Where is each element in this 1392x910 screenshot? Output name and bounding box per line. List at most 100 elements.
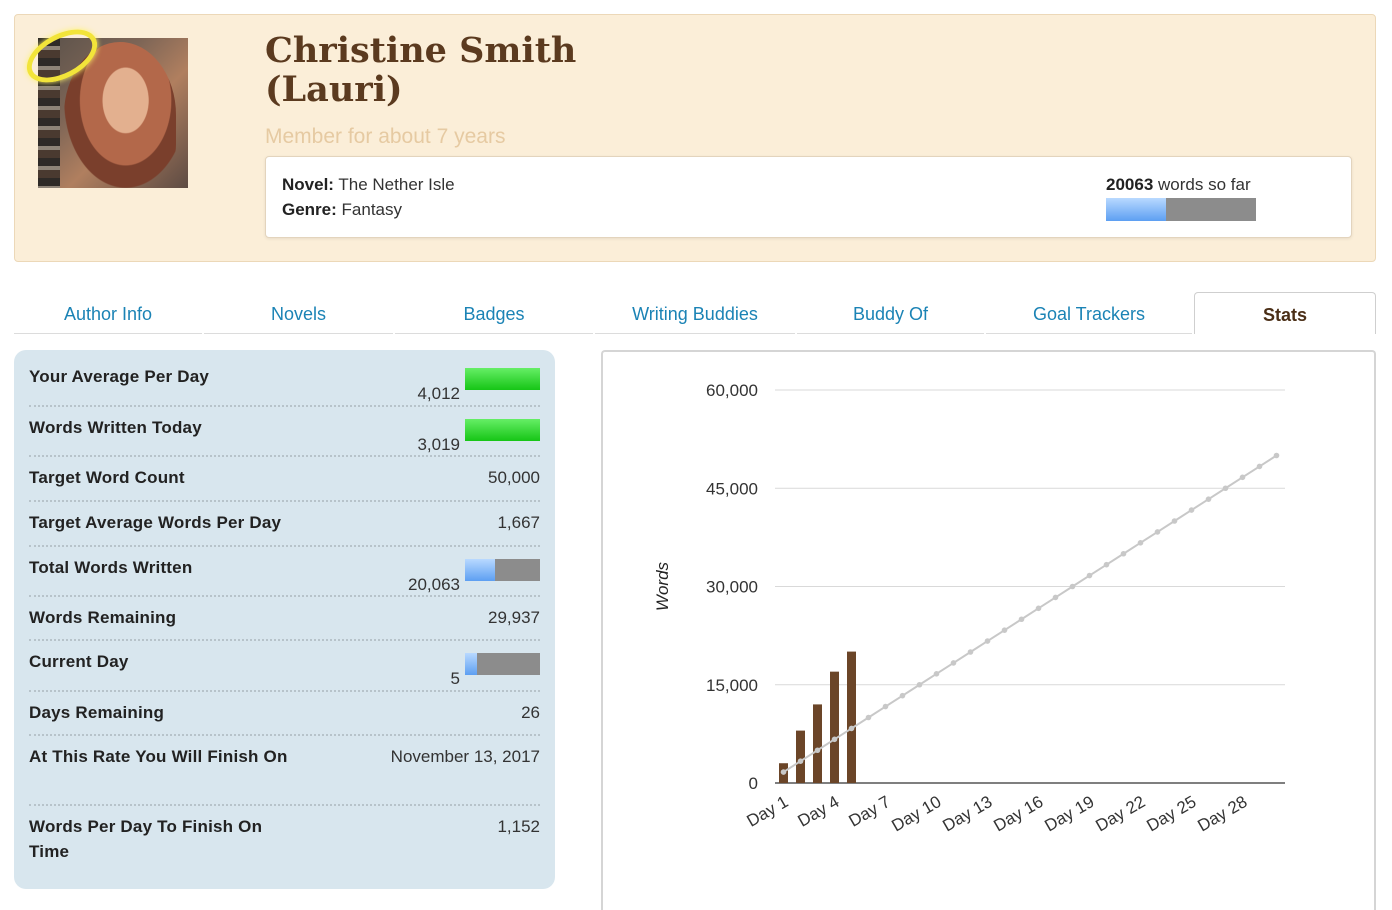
avatar [18,18,188,188]
y-tick-label: 30,000 [706,578,758,597]
words-so-far-label: words so far [1158,175,1251,194]
profile-name: Christine Smith (Lauri) [265,31,685,109]
y-axis-label: Words [653,561,672,611]
word-count-bar [830,671,839,783]
stat-value: 4,012 [417,384,460,403]
stat-progress-bar [465,653,540,675]
tab-author-info[interactable]: Author Info [14,292,202,334]
target-point [1188,507,1195,513]
target-point [1001,627,1008,633]
y-tick-label: 0 [749,774,758,793]
stat-value: 5 [450,669,460,688]
word-count: 20063 [1106,175,1154,194]
target-point [780,769,787,775]
target-point [1120,550,1127,557]
stat-row-at-this-rate-you-will-finish-on: At This Rate You Will Finish On November … [29,744,540,806]
word-count-chart: 60,000 45,000 30,000 15,000 0 Words Day 1 Day 4… [601,350,1376,910]
words-so-far: 20063 words so far [1106,175,1251,195]
tab-stats[interactable]: Stats [1194,292,1376,334]
stat-progress-fill [465,653,477,675]
stat-row-target-average-words-per-day: Target Average Words Per Day 1,667 [29,510,540,547]
x-tick-label: Day 25 [1143,792,1199,835]
target-point [950,660,957,666]
novel-line: Novel: The Nether Isle [282,175,455,195]
x-tick-label: Day 13 [939,792,995,835]
stat-value: 1,152 [497,817,540,836]
target-point [1103,561,1110,568]
stat-progress-bar [465,368,540,390]
stat-value: 26 [521,703,540,722]
target-point [1154,529,1161,535]
target-point [1256,463,1263,470]
stat-label: Total Words Written [29,558,193,577]
genre-line: Genre: Fantasy [282,200,402,220]
profile-name-nickname: (Lauri) [265,69,403,110]
tab-writing-buddies[interactable]: Writing Buddies [595,292,795,334]
x-tick-label: Day 19 [1041,792,1097,835]
novel-title: The Nether Isle [338,175,455,194]
target-point [1205,496,1212,502]
y-tick-label: 15,000 [706,676,758,695]
target-line [782,454,1278,773]
tab-badges[interactable]: Badges [395,292,593,334]
stat-progress-fill [465,368,540,390]
stat-label: Words Per Day To Finish On Time [29,817,263,861]
stat-row-days-remaining: Days Remaining 26 [29,700,540,736]
stat-label: Words Remaining [29,608,177,627]
stat-label: Target Word Count [29,468,185,487]
stat-progress-bar [465,559,540,581]
target-point [1239,474,1246,481]
stat-value: 3,019 [417,435,460,454]
profile-tabs: Author Info Novels Badges Writing Buddies Bu… [14,292,1376,334]
avatar-bookshelf [38,38,60,188]
stat-row-words-remaining: Words Remaining 29,937 [29,605,540,641]
profile-header: Christine Smith (Lauri) Member for about … [14,14,1376,262]
target-point [1137,540,1144,546]
word-count-bar [796,730,805,783]
y-tick-label: 45,000 [706,479,758,498]
target-point [814,747,821,754]
target-point [882,703,889,710]
novel-progress-bar [1106,198,1256,221]
x-tick-label: Day 28 [1194,792,1250,835]
target-point [1018,616,1025,623]
tab-goal-trackers[interactable]: Goal Trackers [986,292,1192,334]
stat-label: At This Rate You Will Finish On [29,747,288,766]
genre-value: Fantasy [341,200,403,219]
target-point [967,649,974,655]
stats-panel: Your Average Per Day 4,012 Words Written T… [14,350,555,889]
word-count-bar [813,704,822,783]
stat-row-current-day: Current Day 5 [29,649,540,692]
x-tick-label: Day 10 [888,792,944,835]
stat-value: 50,000 [488,468,540,487]
target-point [1086,572,1093,579]
novel-label: Novel: [282,175,334,194]
target-point [831,736,838,743]
stat-progress-bar [465,419,540,441]
stat-row-total-words-written: Total Words Written 20,063 [29,555,540,597]
avatar-face [64,42,176,188]
stat-label: Current Day [29,652,129,671]
x-tick-label: Day 16 [990,792,1046,835]
profile-name-main: Christine Smith [265,30,577,71]
stat-progress-fill [465,559,495,581]
target-point [1222,485,1229,492]
target-point [1035,605,1042,612]
stat-row-words-per-day-to-finish-on-time: Words Per Day To Finish On Time 1,152 [29,814,540,874]
x-tick-label: Day 1 [744,792,792,831]
word-count-bar [847,651,856,783]
tab-novels[interactable]: Novels [204,292,393,334]
target-point [984,638,991,644]
stat-value: 20,063 [408,575,460,594]
tab-buddy-of[interactable]: Buddy Of [797,292,984,334]
stat-row-words-written-today: Words Written Today 3,019 [29,415,540,457]
genre-label: Genre: [282,200,337,219]
stat-label: Your Average Per Day [29,367,210,386]
y-tick-label: 60,000 [706,381,758,400]
target-point [865,714,872,721]
target-point [933,671,940,677]
target-point [1052,594,1059,601]
stat-row-target-word-count: Target Word Count 50,000 [29,465,540,502]
stat-row-your-average-per-day: Your Average Per Day 4,012 [29,364,540,407]
stat-value: 29,937 [488,608,540,627]
